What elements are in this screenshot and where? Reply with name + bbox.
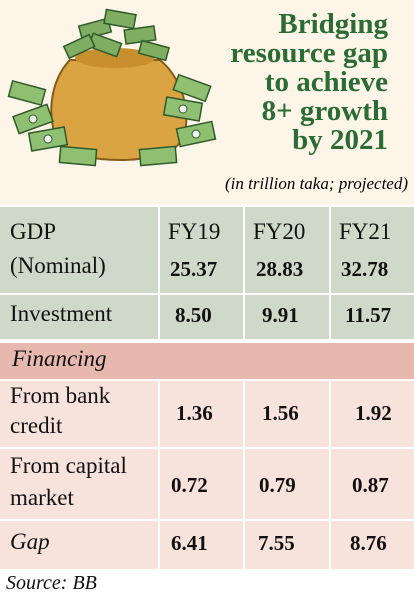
column-header: FY20 <box>253 219 306 244</box>
gdp-label: GDP <box>10 219 57 244</box>
subtitle: (in trillion taka; projected) <box>224 174 408 193</box>
column-header: FY19 <box>168 219 221 244</box>
gdp-table: GDP (Nominal) FY19 FY20 FY21 25.37 28.83… <box>0 207 414 339</box>
chart-title: Bridging resource gap to achieve 8+ grow… <box>198 10 388 155</box>
column-header: FY21 <box>339 219 392 244</box>
title-line: by 2021 <box>292 124 388 156</box>
gap-label: Gap <box>10 529 50 554</box>
gdp-label-sub: (Nominal) <box>10 253 106 278</box>
capital-market-value: 0.87 <box>352 473 389 497</box>
investment-label: Investment <box>10 301 113 326</box>
investment-value: 11.57 <box>345 303 392 327</box>
investment-value: 8.50 <box>175 303 212 327</box>
title-line: to achieve <box>264 66 388 98</box>
investment-value: 9.91 <box>262 303 299 327</box>
financing-header: Financing <box>0 343 414 379</box>
row-label: market <box>10 485 74 510</box>
bank-credit-value: 1.36 <box>176 401 213 425</box>
money-bag-icon <box>7 8 217 167</box>
financing-table: Financing From bank credit 1.36 1.56 1.9… <box>0 343 414 569</box>
capital-market-value: 0.79 <box>259 473 296 497</box>
bank-credit-value: 1.56 <box>262 401 299 425</box>
gap-value: 8.76 <box>350 531 387 555</box>
financing-heading: Financing <box>12 346 107 371</box>
infographic-header: Bridging resource gap to achieve 8+ grow… <box>0 0 414 205</box>
capital-market-value: 0.72 <box>171 473 208 497</box>
source-note: Source: BB <box>6 572 97 594</box>
row-label: From bank <box>10 383 111 408</box>
title-line: resource gap <box>230 37 388 69</box>
title-line: Bridging <box>278 8 388 40</box>
gdp-value: 28.83 <box>256 257 304 281</box>
gap-value: 7.55 <box>258 531 295 555</box>
gap-value: 6.41 <box>171 531 208 555</box>
row-label: credit <box>10 413 63 438</box>
title-line: 8+ growth <box>261 95 388 127</box>
gdp-value: 25.37 <box>170 257 218 281</box>
row-label: From capital <box>10 453 127 478</box>
gdp-value: 32.78 <box>341 257 389 281</box>
bank-credit-value: 1.92 <box>355 401 392 425</box>
